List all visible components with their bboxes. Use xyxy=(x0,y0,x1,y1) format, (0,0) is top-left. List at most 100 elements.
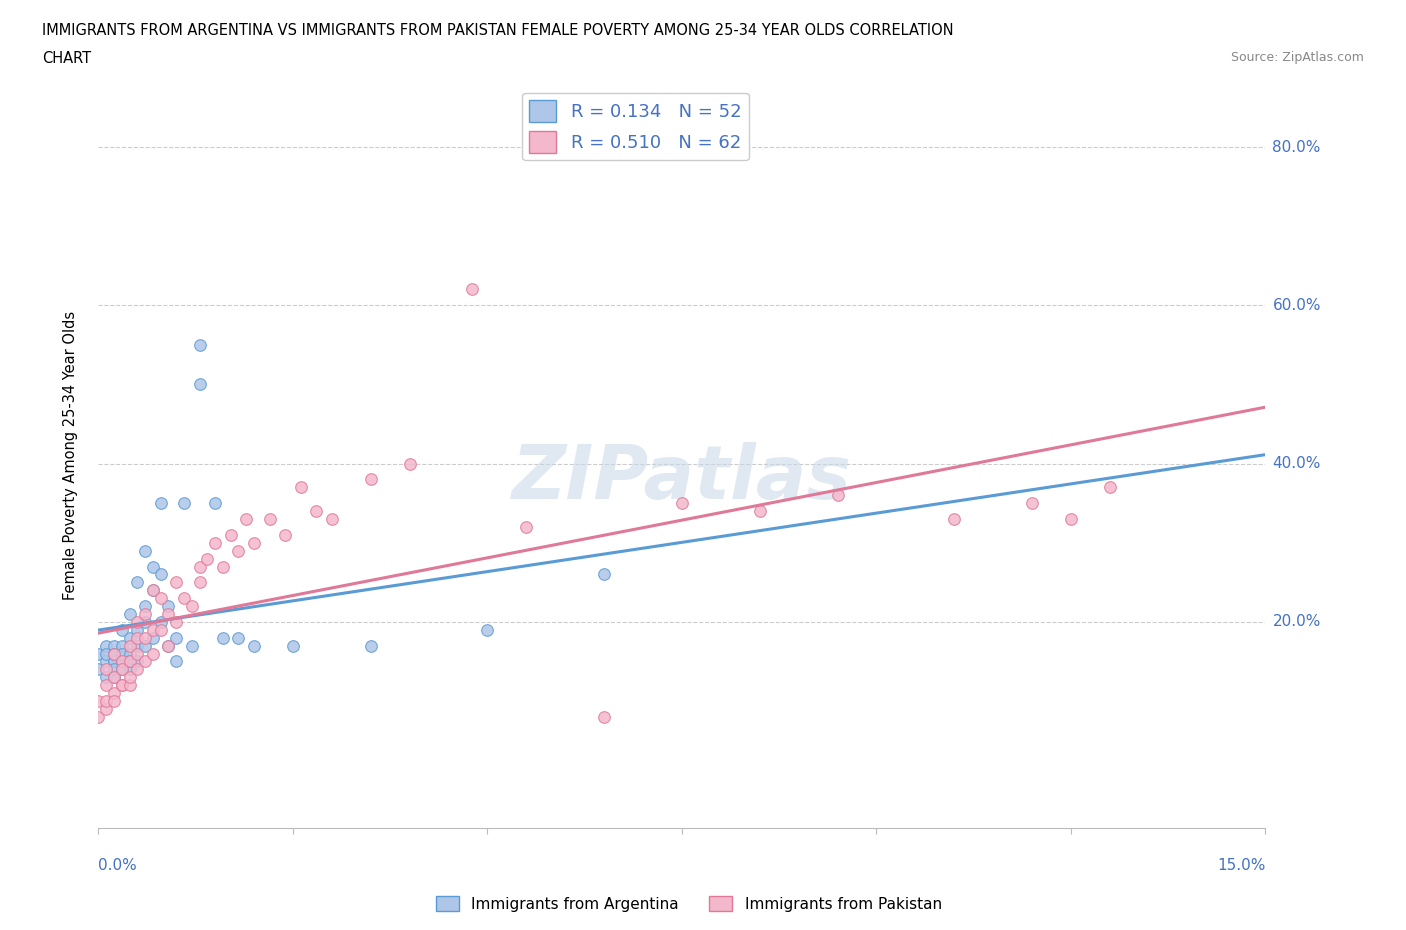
Point xyxy=(228,631,250,645)
Legend: R = 0.134   N = 52, R = 0.510   N = 62: R = 0.134 N = 52, R = 0.510 N = 62 xyxy=(522,93,748,160)
Point xyxy=(118,646,141,661)
Text: 0.0%: 0.0% xyxy=(98,857,138,872)
Point xyxy=(281,638,304,653)
Point xyxy=(87,646,110,661)
Text: IMMIGRANTS FROM ARGENTINA VS IMMIGRANTS FROM PAKISTAN FEMALE POVERTY AMONG 25-34: IMMIGRANTS FROM ARGENTINA VS IMMIGRANTS … xyxy=(42,23,953,38)
Point xyxy=(134,543,156,558)
Point xyxy=(103,670,125,684)
Point xyxy=(259,512,281,526)
Point xyxy=(142,559,165,574)
Text: CHART: CHART xyxy=(42,51,91,66)
Point xyxy=(127,631,149,645)
Point xyxy=(87,710,110,724)
Point xyxy=(157,638,180,653)
Point xyxy=(593,710,616,724)
Point xyxy=(142,583,165,598)
Point xyxy=(118,606,141,621)
Point xyxy=(149,567,172,582)
Point xyxy=(118,631,141,645)
Point xyxy=(165,631,187,645)
Point xyxy=(188,575,211,590)
Point xyxy=(118,638,141,653)
Point xyxy=(111,622,134,637)
Point xyxy=(360,638,382,653)
Point xyxy=(118,678,141,693)
Point xyxy=(134,599,156,614)
Text: 80.0%: 80.0% xyxy=(1272,140,1320,154)
Point xyxy=(228,543,250,558)
Point xyxy=(127,615,149,630)
Point xyxy=(103,685,125,700)
Point xyxy=(111,638,134,653)
Point xyxy=(111,678,134,693)
Point xyxy=(593,567,616,582)
Point xyxy=(188,377,211,392)
Point xyxy=(127,662,149,677)
Point xyxy=(142,622,165,637)
Point xyxy=(111,654,134,669)
Point xyxy=(943,512,966,526)
Legend: Immigrants from Argentina, Immigrants from Pakistan: Immigrants from Argentina, Immigrants fr… xyxy=(430,889,948,918)
Text: ZIPatlas: ZIPatlas xyxy=(512,442,852,514)
Point xyxy=(127,638,149,653)
Point xyxy=(204,536,226,551)
Y-axis label: Female Poverty Among 25-34 Year Olds: Female Poverty Among 25-34 Year Olds xyxy=(63,312,77,600)
Point xyxy=(477,622,499,637)
Point xyxy=(134,631,156,645)
Point xyxy=(1060,512,1083,526)
Point xyxy=(398,457,420,472)
Point xyxy=(180,638,202,653)
Point xyxy=(134,615,156,630)
Point xyxy=(149,615,172,630)
Point xyxy=(127,575,149,590)
Point xyxy=(515,520,537,535)
Point xyxy=(157,599,180,614)
Point xyxy=(748,504,770,519)
Point xyxy=(157,606,180,621)
Point xyxy=(118,654,141,669)
Point xyxy=(96,662,118,677)
Point xyxy=(180,599,202,614)
Point xyxy=(827,488,849,503)
Point xyxy=(103,694,125,709)
Point xyxy=(243,536,266,551)
Point xyxy=(212,631,235,645)
Point xyxy=(103,670,125,684)
Point xyxy=(127,622,149,637)
Point xyxy=(96,646,118,661)
Point xyxy=(235,512,257,526)
Point xyxy=(96,654,118,669)
Point xyxy=(165,654,187,669)
Point xyxy=(111,662,134,677)
Point xyxy=(671,496,693,511)
Point xyxy=(96,670,118,684)
Point xyxy=(96,638,118,653)
Point xyxy=(165,575,187,590)
Point xyxy=(111,646,134,661)
Point xyxy=(103,654,125,669)
Point xyxy=(111,654,134,669)
Point xyxy=(103,654,125,669)
Text: 60.0%: 60.0% xyxy=(1272,298,1320,312)
Point xyxy=(134,654,156,669)
Point xyxy=(149,496,172,511)
Point xyxy=(173,591,195,605)
Point xyxy=(188,559,211,574)
Point xyxy=(212,559,235,574)
Point xyxy=(87,662,110,677)
Point xyxy=(134,638,156,653)
Point xyxy=(321,512,343,526)
Point xyxy=(111,678,134,693)
Point xyxy=(188,338,211,352)
Point xyxy=(142,583,165,598)
Text: 15.0%: 15.0% xyxy=(1218,857,1265,872)
Point xyxy=(118,670,141,684)
Point xyxy=(195,551,218,566)
Point xyxy=(149,591,172,605)
Point xyxy=(96,701,118,716)
Text: 40.0%: 40.0% xyxy=(1272,456,1320,472)
Point xyxy=(103,646,125,661)
Point xyxy=(134,606,156,621)
Point xyxy=(96,678,118,693)
Point xyxy=(165,615,187,630)
